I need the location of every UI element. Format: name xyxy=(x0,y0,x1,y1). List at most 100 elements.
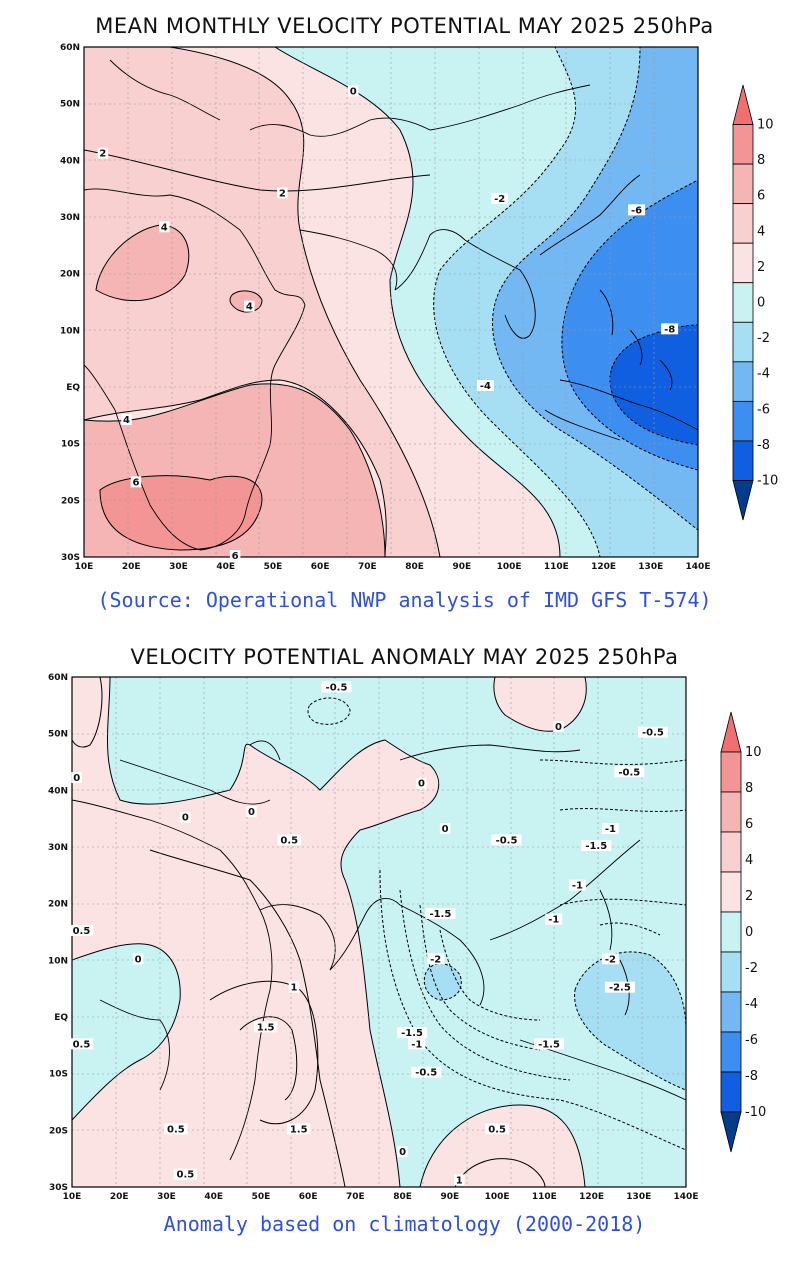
lat-tick-label: 50N xyxy=(48,730,68,740)
lat-tick-label: EQ xyxy=(54,1013,68,1023)
contour-label: 0.5 xyxy=(280,835,298,846)
lat-tick-label: 10S xyxy=(49,1070,68,1080)
lon-tick-label: 40E xyxy=(216,562,235,572)
contour-label: -1.5 xyxy=(429,909,451,920)
contour-label-bg xyxy=(69,925,94,936)
lon-tick-label: 140E xyxy=(686,562,711,572)
colorbar-segment xyxy=(720,791,742,833)
contour-label-bg xyxy=(71,772,82,783)
contour-label: 0.5 xyxy=(73,1039,91,1050)
lat-tick-label: 30S xyxy=(49,1183,68,1193)
contour-label: -2 xyxy=(605,954,616,965)
colorbar-label: 8 xyxy=(757,153,765,168)
colorbar-label: 2 xyxy=(757,260,765,275)
lon-tick-label: 140E xyxy=(674,1192,699,1202)
lon-tick-label: 70E xyxy=(358,562,377,572)
contour-label-bg xyxy=(601,953,619,965)
colorbar-label: -4 xyxy=(757,367,770,382)
contour-label-bg xyxy=(159,221,170,233)
lon-tick-label: 100E xyxy=(497,562,522,572)
colorbar-label: 6 xyxy=(745,817,753,832)
lon-tick-label: 10E xyxy=(75,562,94,572)
contour-label-bg xyxy=(130,476,142,488)
contour-label-bg xyxy=(637,726,668,738)
contour-label: -2 xyxy=(430,954,441,965)
contour-label-bg xyxy=(277,834,302,846)
colorbar-segment xyxy=(720,871,742,913)
contour-label: -0.5 xyxy=(326,682,348,693)
lon-tick-label: 70E xyxy=(346,1192,365,1202)
contour-label-bg xyxy=(288,981,300,993)
contour-label: -2.5 xyxy=(609,983,631,994)
colorbar-label: -8 xyxy=(757,438,770,453)
contour-label-bg xyxy=(253,1021,278,1033)
contour-label-bg xyxy=(411,1066,442,1078)
contour-label: 0 xyxy=(182,813,189,824)
lon-tick-label: 120E xyxy=(591,562,616,572)
panel1-source: (Source: Operational NWP analysis of IMD… xyxy=(97,588,712,612)
contour-label-bg xyxy=(286,1123,311,1135)
contour-label: 0 xyxy=(135,954,142,965)
contour-label: 0 xyxy=(399,1147,406,1158)
lon-tick-label: 110E xyxy=(544,562,569,572)
contour-label: -6 xyxy=(631,205,642,216)
contour-label: 0 xyxy=(73,773,80,784)
lon-tick-label: 120E xyxy=(579,1192,604,1202)
contour-label-bg xyxy=(180,811,191,823)
contour-label-bg xyxy=(581,840,612,851)
contour-label: 6 xyxy=(132,477,139,488)
contour-label: -8 xyxy=(664,324,675,335)
contour-label-bg xyxy=(132,953,144,965)
contour-label-bg xyxy=(604,981,635,993)
contour-label-bg xyxy=(244,300,255,312)
lat-tick-label: 20N xyxy=(60,270,80,280)
contour-label-bg xyxy=(97,147,109,159)
contour-label-bg xyxy=(425,908,456,919)
colorbar-label: -6 xyxy=(745,1033,758,1048)
lon-tick-label: 10E xyxy=(63,1192,82,1202)
lon-tick-label: 80E xyxy=(393,1192,412,1202)
colorbar-bottom-arrow xyxy=(732,480,754,521)
colorbar-label: -2 xyxy=(745,961,758,976)
colorbar-label: -10 xyxy=(757,473,778,488)
contour-label-bg xyxy=(347,85,359,97)
colorbar-label: -2 xyxy=(757,331,770,346)
colorbar-segment xyxy=(720,831,742,873)
contour-label-bg xyxy=(121,414,132,425)
colorbar-segment xyxy=(720,991,742,1033)
contour-label-bg xyxy=(601,823,619,834)
lat-tick-label: 60N xyxy=(60,43,80,53)
colorbar-label: 8 xyxy=(745,781,753,796)
colorbar-bottom-arrow xyxy=(720,1111,742,1153)
lon-tick-label: 30E xyxy=(169,562,188,572)
contour-label: 0.5 xyxy=(488,1124,506,1135)
contour-label: -0.5 xyxy=(642,728,664,739)
lon-tick-label: 130E xyxy=(626,1192,651,1202)
lon-tick-label: 90E xyxy=(441,1192,460,1202)
contour-label: 0 xyxy=(442,824,449,835)
colorbar-label: 10 xyxy=(757,118,774,133)
lon-tick-label: 60E xyxy=(299,1192,318,1202)
contour-label: -1.5 xyxy=(538,1039,560,1050)
lon-tick-label: 60E xyxy=(311,562,330,572)
contour-label: -1 xyxy=(411,1039,422,1050)
contour-label: 2 xyxy=(99,149,106,160)
panel1-title: MEAN MONTHLY VELOCITY POTENTIAL MAY 2025… xyxy=(95,14,714,38)
colorbar-label: 6 xyxy=(757,189,765,204)
contour-label-bg xyxy=(476,380,494,391)
colorbar-label: 0 xyxy=(745,925,753,940)
lat-tick-label: 10N xyxy=(60,326,80,336)
contour-label-bg xyxy=(568,879,586,891)
contour-label: 0 xyxy=(555,722,562,733)
lon-tick-label: 30E xyxy=(157,1192,176,1202)
lat-tick-label: 20S xyxy=(61,496,80,506)
lat-tick-label: 30S xyxy=(61,553,80,563)
contour-label: 0.5 xyxy=(176,1170,194,1181)
contour-label: 0 xyxy=(248,807,255,818)
contour-label: 0.5 xyxy=(167,1124,185,1135)
lat-tick-label: 10N xyxy=(48,956,68,966)
contour-label-bg xyxy=(491,193,509,204)
contour-label: -2 xyxy=(494,194,505,205)
lon-tick-label: 100E xyxy=(485,1192,510,1202)
